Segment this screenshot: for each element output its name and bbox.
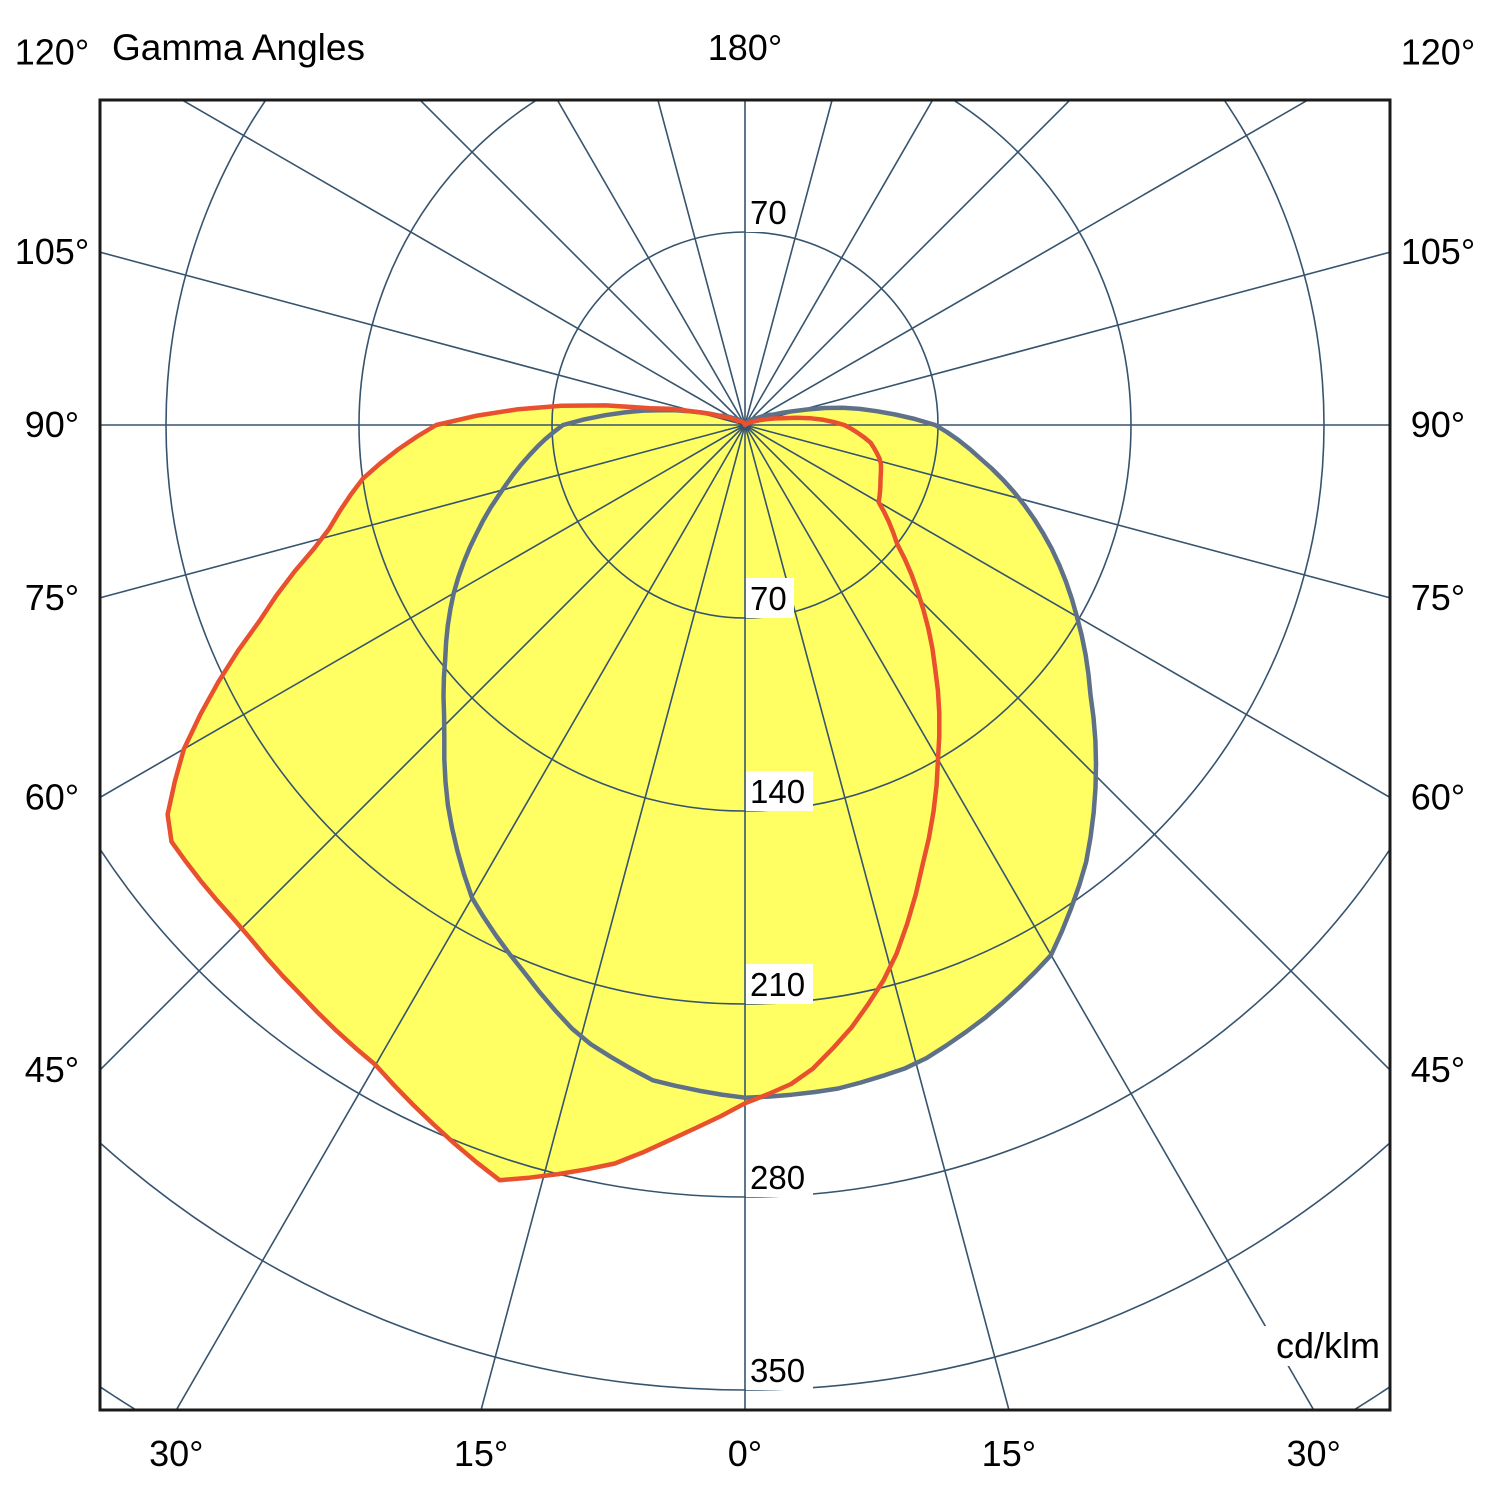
grid-ray (100, 424, 746, 799)
grid-ray (100, 424, 746, 1072)
radial-tick-label: 350 (750, 1352, 805, 1389)
radial-tick-label: 70 (750, 580, 787, 617)
grid-ray (657, 100, 746, 426)
grid-ray (100, 251, 746, 426)
grid-ray (744, 424, 1315, 1410)
tick-box (746, 771, 813, 811)
angle-label-bottom: 30° (149, 1433, 203, 1474)
grid-ray (100, 424, 746, 599)
tick-box (746, 192, 794, 232)
angle-label-left: 75° (25, 577, 79, 618)
top-angle-label: 180° (708, 27, 782, 68)
angle-label-bottom: 15° (454, 1433, 508, 1474)
plot-border (98, 98, 1392, 1412)
angle-label-left: 120° (15, 32, 89, 73)
radial-tick-label: 140 (750, 773, 805, 810)
grid-ray (744, 100, 1310, 426)
grid-ray (744, 424, 1390, 599)
grid-ray (180, 100, 746, 426)
angle-label-bottom: 15° (982, 1433, 1036, 1474)
curve-red (165, 403, 942, 1183)
angle-label-right: 105° (1401, 231, 1475, 272)
radial-tick-label: 70 (750, 194, 787, 231)
angle-label-right: 90° (1411, 404, 1465, 445)
angle-label-right: 120° (1401, 32, 1475, 73)
angle-label-left: 60° (25, 776, 79, 817)
angle-label-right: 75° (1411, 577, 1465, 618)
angle-label-left: 45° (25, 1049, 79, 1090)
angle-label-bottom: 0° (728, 1433, 762, 1474)
tick-box (746, 964, 813, 1004)
grid-ray (556, 100, 746, 426)
tick-box (746, 578, 794, 618)
radial-tick-label: 280 (750, 1159, 805, 1196)
grid-ray (744, 251, 1390, 426)
grid-ray (744, 424, 1390, 799)
angle-label-bottom: 30° (1286, 1433, 1340, 1474)
grid-ray (744, 100, 934, 426)
intensity-curves (165, 403, 1099, 1183)
chart-title: Gamma Angles (112, 27, 365, 68)
axis-labels: 120° 120° 105° 105° 90° 90° 75° 75° 60° 60° 45° 45°… (15, 32, 1475, 1474)
grid-ray (175, 424, 746, 1410)
angle-label-left: 105° (15, 231, 89, 272)
grid-ray (480, 424, 746, 1410)
grid-ray (744, 100, 833, 426)
grid-ray (744, 100, 1072, 426)
angle-label-right: 45° (1411, 1049, 1465, 1090)
unit-label: cd/klm (1276, 1325, 1380, 1366)
tick-box (746, 1350, 813, 1390)
angle-label-right: 60° (1411, 776, 1465, 817)
grid-ray (744, 424, 1390, 1072)
radial-tick-label: 210 (750, 966, 805, 1003)
unit-label-box (1243, 1326, 1385, 1366)
angle-label-left: 90° (25, 404, 79, 445)
tick-box (746, 1157, 813, 1197)
grid-ray (418, 100, 746, 426)
grid-ray (744, 424, 1010, 1410)
